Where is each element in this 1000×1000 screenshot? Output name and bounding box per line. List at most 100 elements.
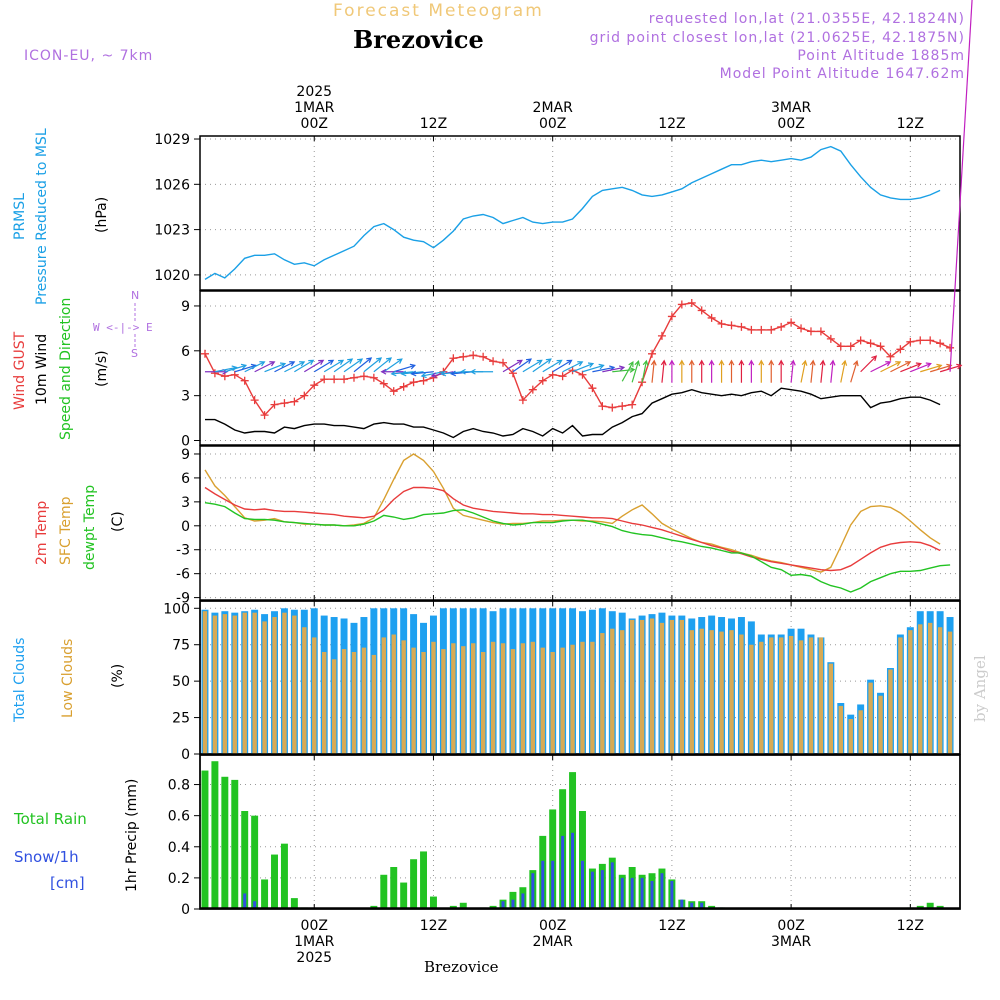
low-cloud-bar <box>351 652 357 754</box>
rain-bar <box>241 811 249 909</box>
temp-ytick-label: -6 <box>176 567 190 583</box>
temp-ytick-label: -3 <box>176 543 190 559</box>
wind-arrow-head <box>915 362 922 368</box>
low-cloud-bar <box>252 612 257 754</box>
pressure-label-1: PRMSL <box>12 193 28 240</box>
bottom-axis-label: 12Z <box>420 918 447 934</box>
wind-arrow <box>393 364 415 373</box>
wind-arrow-head <box>801 359 808 366</box>
low-cloud-bar <box>928 622 933 754</box>
wind-arrow-head <box>376 357 383 363</box>
bottom-axis-label: 00Z <box>539 918 566 934</box>
wind-arrow-head <box>650 359 657 366</box>
model-label: ICON-EU, ~ 7km <box>24 48 153 64</box>
wind-arrow-head <box>259 361 266 367</box>
wind-arrow-head <box>809 359 816 366</box>
rain-bar <box>231 779 239 909</box>
temp-ytick-label: 9 <box>181 447 190 463</box>
compass-n: N <box>131 289 139 302</box>
low-cloud-bar <box>689 630 694 754</box>
footer-station: Brezovice <box>424 958 499 976</box>
wind-arrow <box>294 359 314 373</box>
wind-arrow-head <box>299 361 306 367</box>
low-cloud-bar <box>361 647 367 754</box>
low-cloud-bar <box>292 615 297 754</box>
wind-arrow-head <box>409 363 416 370</box>
top-axis-label: 00Z <box>301 116 328 132</box>
low-cloud-bar <box>937 627 943 754</box>
low-cloud-bar <box>461 646 466 754</box>
gust-marker <box>727 321 736 330</box>
wind-arrow <box>621 361 634 382</box>
wind-arrow-head <box>738 359 745 366</box>
cloud-unit: (%) <box>110 664 126 688</box>
gust-marker <box>548 370 557 379</box>
wind-arrow-head <box>469 368 476 375</box>
wind-arrow-head <box>566 359 573 366</box>
wind-arrow <box>860 355 877 373</box>
wind-arrow <box>244 361 265 373</box>
gust-marker <box>528 385 537 394</box>
wind-arrow <box>661 360 665 383</box>
snow-label: Snow/1h <box>14 848 79 866</box>
gust-marker <box>330 375 339 384</box>
rain-bar <box>579 811 586 909</box>
low-cloud-bar <box>818 637 824 754</box>
rain-bar <box>380 874 388 909</box>
gust-marker <box>489 357 498 366</box>
gust-marker <box>200 349 209 358</box>
gust-marker <box>538 376 547 385</box>
low-cloud-bar <box>321 652 327 754</box>
low-cloud-bar <box>749 644 754 754</box>
gust-marker <box>737 322 746 331</box>
gust-marker <box>518 396 527 405</box>
rain-bar <box>926 902 934 909</box>
gust-marker <box>926 336 935 345</box>
total-cloud-label: Total Clouds <box>12 638 28 723</box>
gust-marker <box>816 327 825 336</box>
wind-arrow <box>353 357 372 373</box>
wind-arrow <box>343 358 363 373</box>
wind-arrow <box>880 361 901 373</box>
snow-bar <box>531 873 535 909</box>
gust-marker <box>270 400 279 409</box>
rain-bar <box>410 859 418 909</box>
low-cloud-bar <box>490 641 496 754</box>
wind-arrow-head <box>390 370 397 377</box>
gust-marker <box>866 339 875 348</box>
low-cloud-bar <box>331 659 337 754</box>
rain-bar <box>290 898 298 909</box>
wind-arrow <box>870 361 891 373</box>
temp-unit: (C) <box>110 511 126 532</box>
low-cloud-bar <box>838 705 843 754</box>
pressure-ytick-label: 1020 <box>154 268 190 284</box>
wind10-line <box>205 387 941 439</box>
snow-bar <box>253 901 257 909</box>
wind-arrow-head <box>642 359 649 366</box>
wind-arrow-head <box>629 367 636 373</box>
temp-ytick-label: 6 <box>181 471 190 487</box>
pressure-label-2: Pressure Reduced to MSL <box>34 128 50 305</box>
clouds-panel: 0 25 50 75 100 <box>163 600 961 763</box>
snow-bar <box>243 893 247 909</box>
gust-marker <box>797 324 806 333</box>
wind-arrow-head <box>516 359 523 366</box>
wind-arrow <box>910 363 931 373</box>
wind-arrow-head <box>577 361 584 367</box>
gust-marker <box>379 379 388 388</box>
low-cloud-bar <box>431 641 436 754</box>
low-cloud-bar <box>480 652 486 754</box>
gust-marker <box>767 325 776 334</box>
precip-panel: 0 0.2 0.4 0.6 0.8 <box>168 754 961 918</box>
low-cloud-bar <box>649 618 655 754</box>
wind-arrow-head <box>778 359 785 366</box>
wind-arrow-head <box>895 361 902 367</box>
gust-marker <box>578 370 587 379</box>
snow-bar <box>600 870 604 909</box>
gust-marker <box>230 370 239 379</box>
top-axis-label: 00Z <box>539 116 566 132</box>
gust-marker <box>469 351 478 360</box>
low-cloud-bar <box>878 695 883 754</box>
wind-arrow <box>949 0 973 372</box>
